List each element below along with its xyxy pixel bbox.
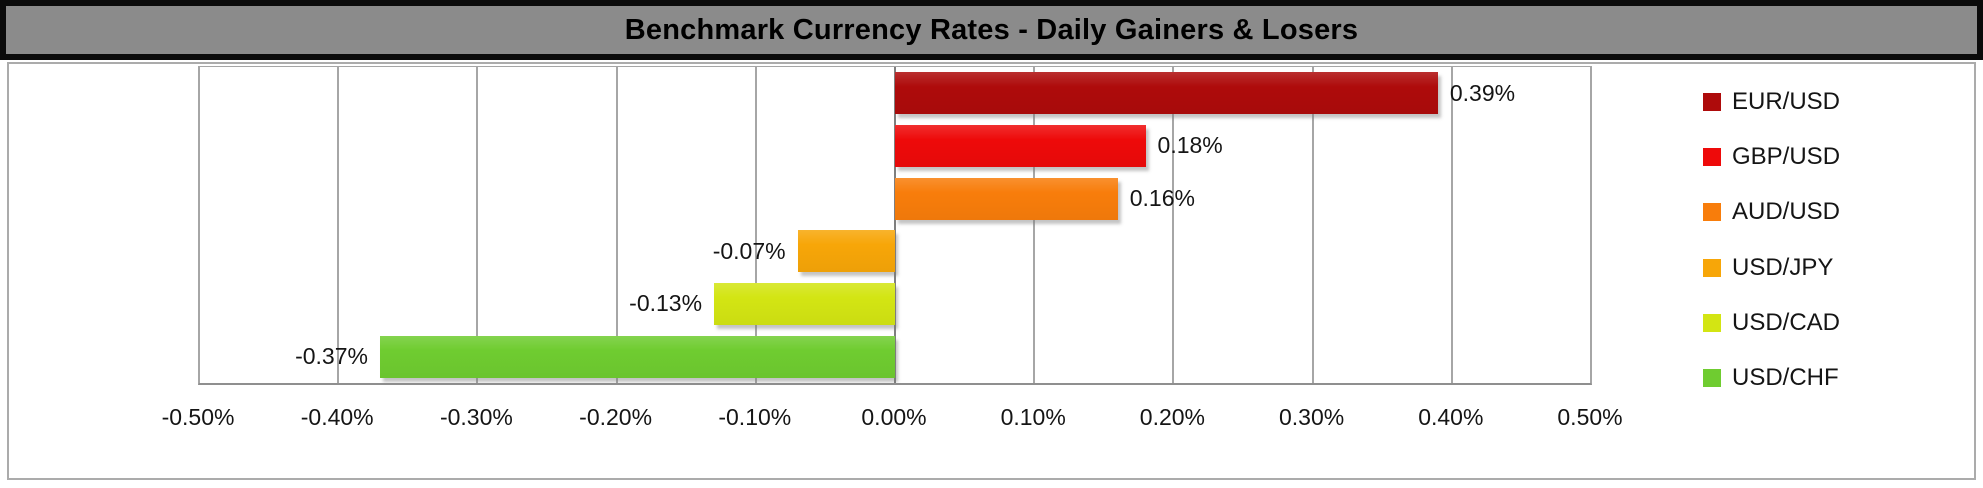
zero-gridline (894, 67, 896, 383)
legend-swatch-aud-usd (1703, 203, 1721, 222)
legend-item-usd-cad: USD/CAD (1703, 308, 1840, 338)
value-label-usd-cad: -0.13% (629, 290, 703, 317)
legend-label-usd-cad: USD/CAD (1732, 308, 1841, 336)
legend-item-usd-jpy: USD/JPY (1703, 253, 1833, 283)
legend-label-usd-jpy: USD/JPY (1732, 253, 1834, 281)
gridline (476, 67, 479, 383)
legend-item-gbp-usd: GBP/USD (1703, 142, 1840, 172)
x-tick--0-20-: -0.20% (579, 404, 653, 430)
chart-area: 0.39% 0.18% 0.16% -0.07% -0.13% -0.37% -0.50%… (7, 62, 1976, 480)
value-label-eur-usd: 0.39% (1449, 79, 1516, 106)
x-tick-0-40-: 0.40% (1418, 404, 1484, 430)
chart-title-bar: Benchmark Currency Rates - Daily Gainers… (0, 0, 1983, 60)
x-tick-0-10-: 0.10% (1000, 404, 1066, 430)
x-tick-0-20-: 0.20% (1139, 404, 1205, 430)
bar-aud-usd (895, 177, 1118, 220)
legend: EUR/USD GBP/USD AUD/USD USD/JPY USD/CAD USD/C… (1703, 64, 1973, 478)
plot-area: 0.39% 0.18% 0.16% -0.07% -0.13% -0.37% (198, 66, 1592, 385)
bar-usd-cad (714, 283, 895, 325)
value-label-usd-chf: -0.37% (295, 343, 368, 370)
legend-label-gbp-usd: GBP/USD (1732, 143, 1841, 171)
legend-label-aud-usd: AUD/USD (1732, 198, 1841, 226)
bar-eur-usd (895, 72, 1438, 115)
legend-swatch-usd-cad (1703, 313, 1721, 332)
value-label-usd-jpy: -0.07% (712, 237, 786, 264)
x-tick--0-30-: -0.30% (439, 404, 513, 430)
bar-usd-chf (379, 335, 895, 378)
x-tick-0-50-: 0.50% (1557, 404, 1623, 430)
legend-item-aud-usd: AUD/USD (1703, 197, 1840, 227)
bar-usd-jpy (797, 230, 895, 273)
legend-item-eur-usd: EUR/USD (1703, 87, 1840, 117)
legend-swatch-eur-usd (1703, 93, 1721, 111)
value-label-aud-usd: 0.16% (1129, 185, 1195, 212)
gridline (754, 67, 757, 383)
x-tick--0-40-: -0.40% (300, 404, 374, 430)
bar-gbp-usd (895, 125, 1146, 167)
x-tick-0-30-: 0.30% (1278, 404, 1345, 430)
gridline (1033, 67, 1036, 383)
x-tick-0-00-: 0.00% (861, 404, 927, 430)
gridline (198, 67, 200, 383)
x-axis: -0.50% -0.40% -0.30% -0.20% -0.10% 0.00% 0.10%… (162, 404, 1623, 440)
chart-title: Benchmark Currency Rates - Daily Gainers… (624, 13, 1359, 46)
gridline (615, 67, 618, 383)
legend-swatch-gbp-usd (1703, 148, 1721, 167)
legend-swatch-usd-chf (1703, 369, 1721, 387)
gridline (1172, 67, 1175, 383)
value-label-gbp-usd: 0.18% (1157, 132, 1223, 159)
x-tick--0-50-: -0.50% (161, 404, 235, 430)
legend-label-eur-usd: EUR/USD (1732, 88, 1841, 115)
legend-swatch-usd-jpy (1703, 258, 1721, 277)
gridline (1590, 67, 1592, 383)
legend-item-usd-chf: USD/CHF (1703, 363, 1839, 393)
gridline (1450, 67, 1453, 383)
gridline (1311, 67, 1314, 383)
legend-label-usd-chf: USD/CHF (1732, 364, 1839, 391)
x-tick--0-10-: -0.10% (718, 404, 792, 430)
gridline (337, 67, 340, 383)
